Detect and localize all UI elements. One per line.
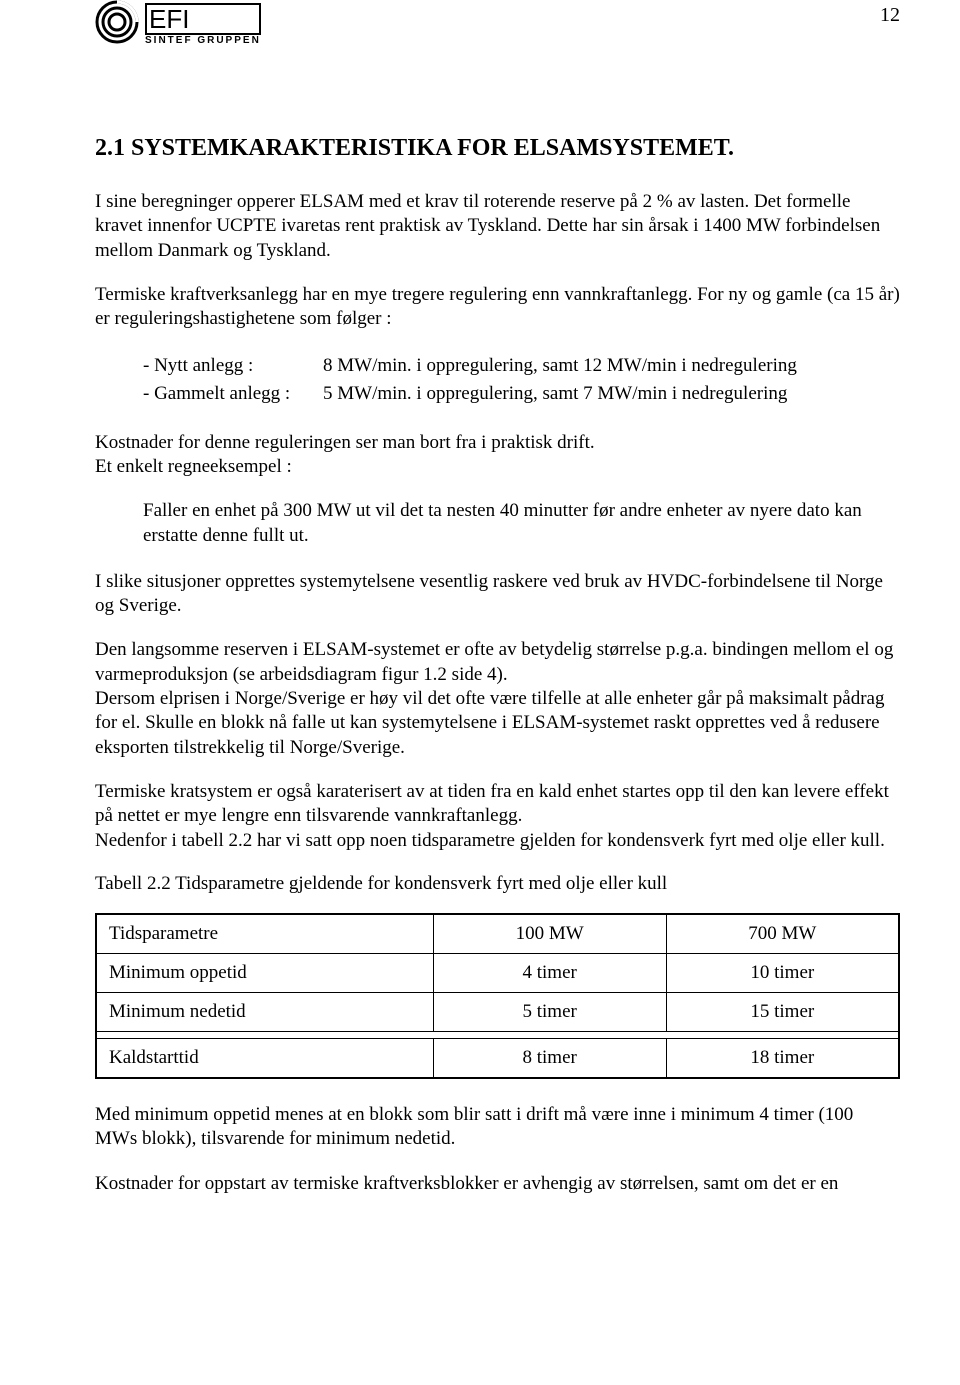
table-row: Kaldstarttid 8 timer 18 timer: [96, 1038, 899, 1078]
table-row: Minimum nedetid 5 timer 15 timer: [96, 992, 899, 1031]
table-header-cell: 100 MW: [433, 914, 666, 954]
logo-efi-text: EFI: [145, 3, 261, 35]
table-header-row: Tidsparametre 100 MW 700 MW: [96, 914, 899, 954]
paragraph-4: I slike situsjoner opprettes systemytels…: [95, 570, 900, 619]
bullet-value: 5 MW/min. i oppregulering, samt 7 MW/min…: [323, 380, 900, 409]
paragraph-3b: Et enkelt regneeksempel :: [95, 455, 900, 479]
table-cell: 10 timer: [666, 953, 899, 992]
paragraph-3a: Kostnader for denne reguleringen ser man…: [95, 431, 900, 455]
page-number: 12: [880, 0, 900, 27]
bullet-list: - Nytt anlegg : 8 MW/min. i oppregulerin…: [143, 352, 900, 409]
table-cell: Kaldstarttid: [96, 1038, 433, 1078]
table-cell: 4 timer: [433, 953, 666, 992]
table-cell: 5 timer: [433, 992, 666, 1031]
paragraph-8: Kostnader for oppstart av termiske kraft…: [95, 1172, 900, 1196]
paragraph-5: Den langsomme reserven i ELSAM-systemet …: [95, 638, 900, 760]
bullet-label: - Nytt anlegg :: [143, 352, 323, 381]
logo-block: EFI SINTEF GRUPPEN: [95, 0, 261, 49]
parameter-table: Tidsparametre 100 MW 700 MW Minimum oppe…: [95, 913, 900, 1079]
table-spacer-row: [96, 1031, 899, 1038]
table-header-cell: Tidsparametre: [96, 914, 433, 954]
paragraph-1: I sine beregninger opperer ELSAM med et …: [95, 190, 900, 263]
table-row: Minimum oppetid 4 timer 10 timer: [96, 953, 899, 992]
table-caption: Tabell 2.2 Tidsparametre gjeldende for k…: [95, 873, 900, 895]
section-heading: 2.1 SYSTEMKARAKTERISTIKA FOR ELSAMSYSTEM…: [95, 135, 900, 162]
bullet-item: - Gammelt anlegg : 5 MW/min. i oppregule…: [143, 380, 900, 409]
page-header: EFI SINTEF GRUPPEN 12: [95, 0, 900, 80]
bullet-value: 8 MW/min. i oppregulering, samt 12 MW/mi…: [323, 352, 900, 381]
table-cell: 18 timer: [666, 1038, 899, 1078]
page: EFI SINTEF GRUPPEN 12 2.1 SYSTEMKARAKTER…: [0, 0, 960, 1385]
example-indent: Faller en enhet på 300 MW ut vil det ta …: [143, 499, 900, 548]
table-cell: 15 timer: [666, 992, 899, 1031]
table-cell: 8 timer: [433, 1038, 666, 1078]
paragraph-2: Termiske kraftverksanlegg har en mye tre…: [95, 283, 900, 332]
table-cell: Minimum nedetid: [96, 992, 433, 1031]
logo-text-stack: EFI SINTEF GRUPPEN: [145, 3, 261, 46]
paragraph-7: Med minimum oppetid menes at en blokk so…: [95, 1103, 900, 1152]
spiral-logo-icon: [95, 0, 139, 49]
logo-subline: SINTEF GRUPPEN: [145, 35, 261, 46]
table-header-cell: 700 MW: [666, 914, 899, 954]
paragraph-6: Termiske kratsystem er også karaterisert…: [95, 780, 900, 853]
bullet-label: - Gammelt anlegg :: [143, 380, 323, 409]
bullet-item: - Nytt anlegg : 8 MW/min. i oppregulerin…: [143, 352, 900, 381]
table-cell: Minimum oppetid: [96, 953, 433, 992]
